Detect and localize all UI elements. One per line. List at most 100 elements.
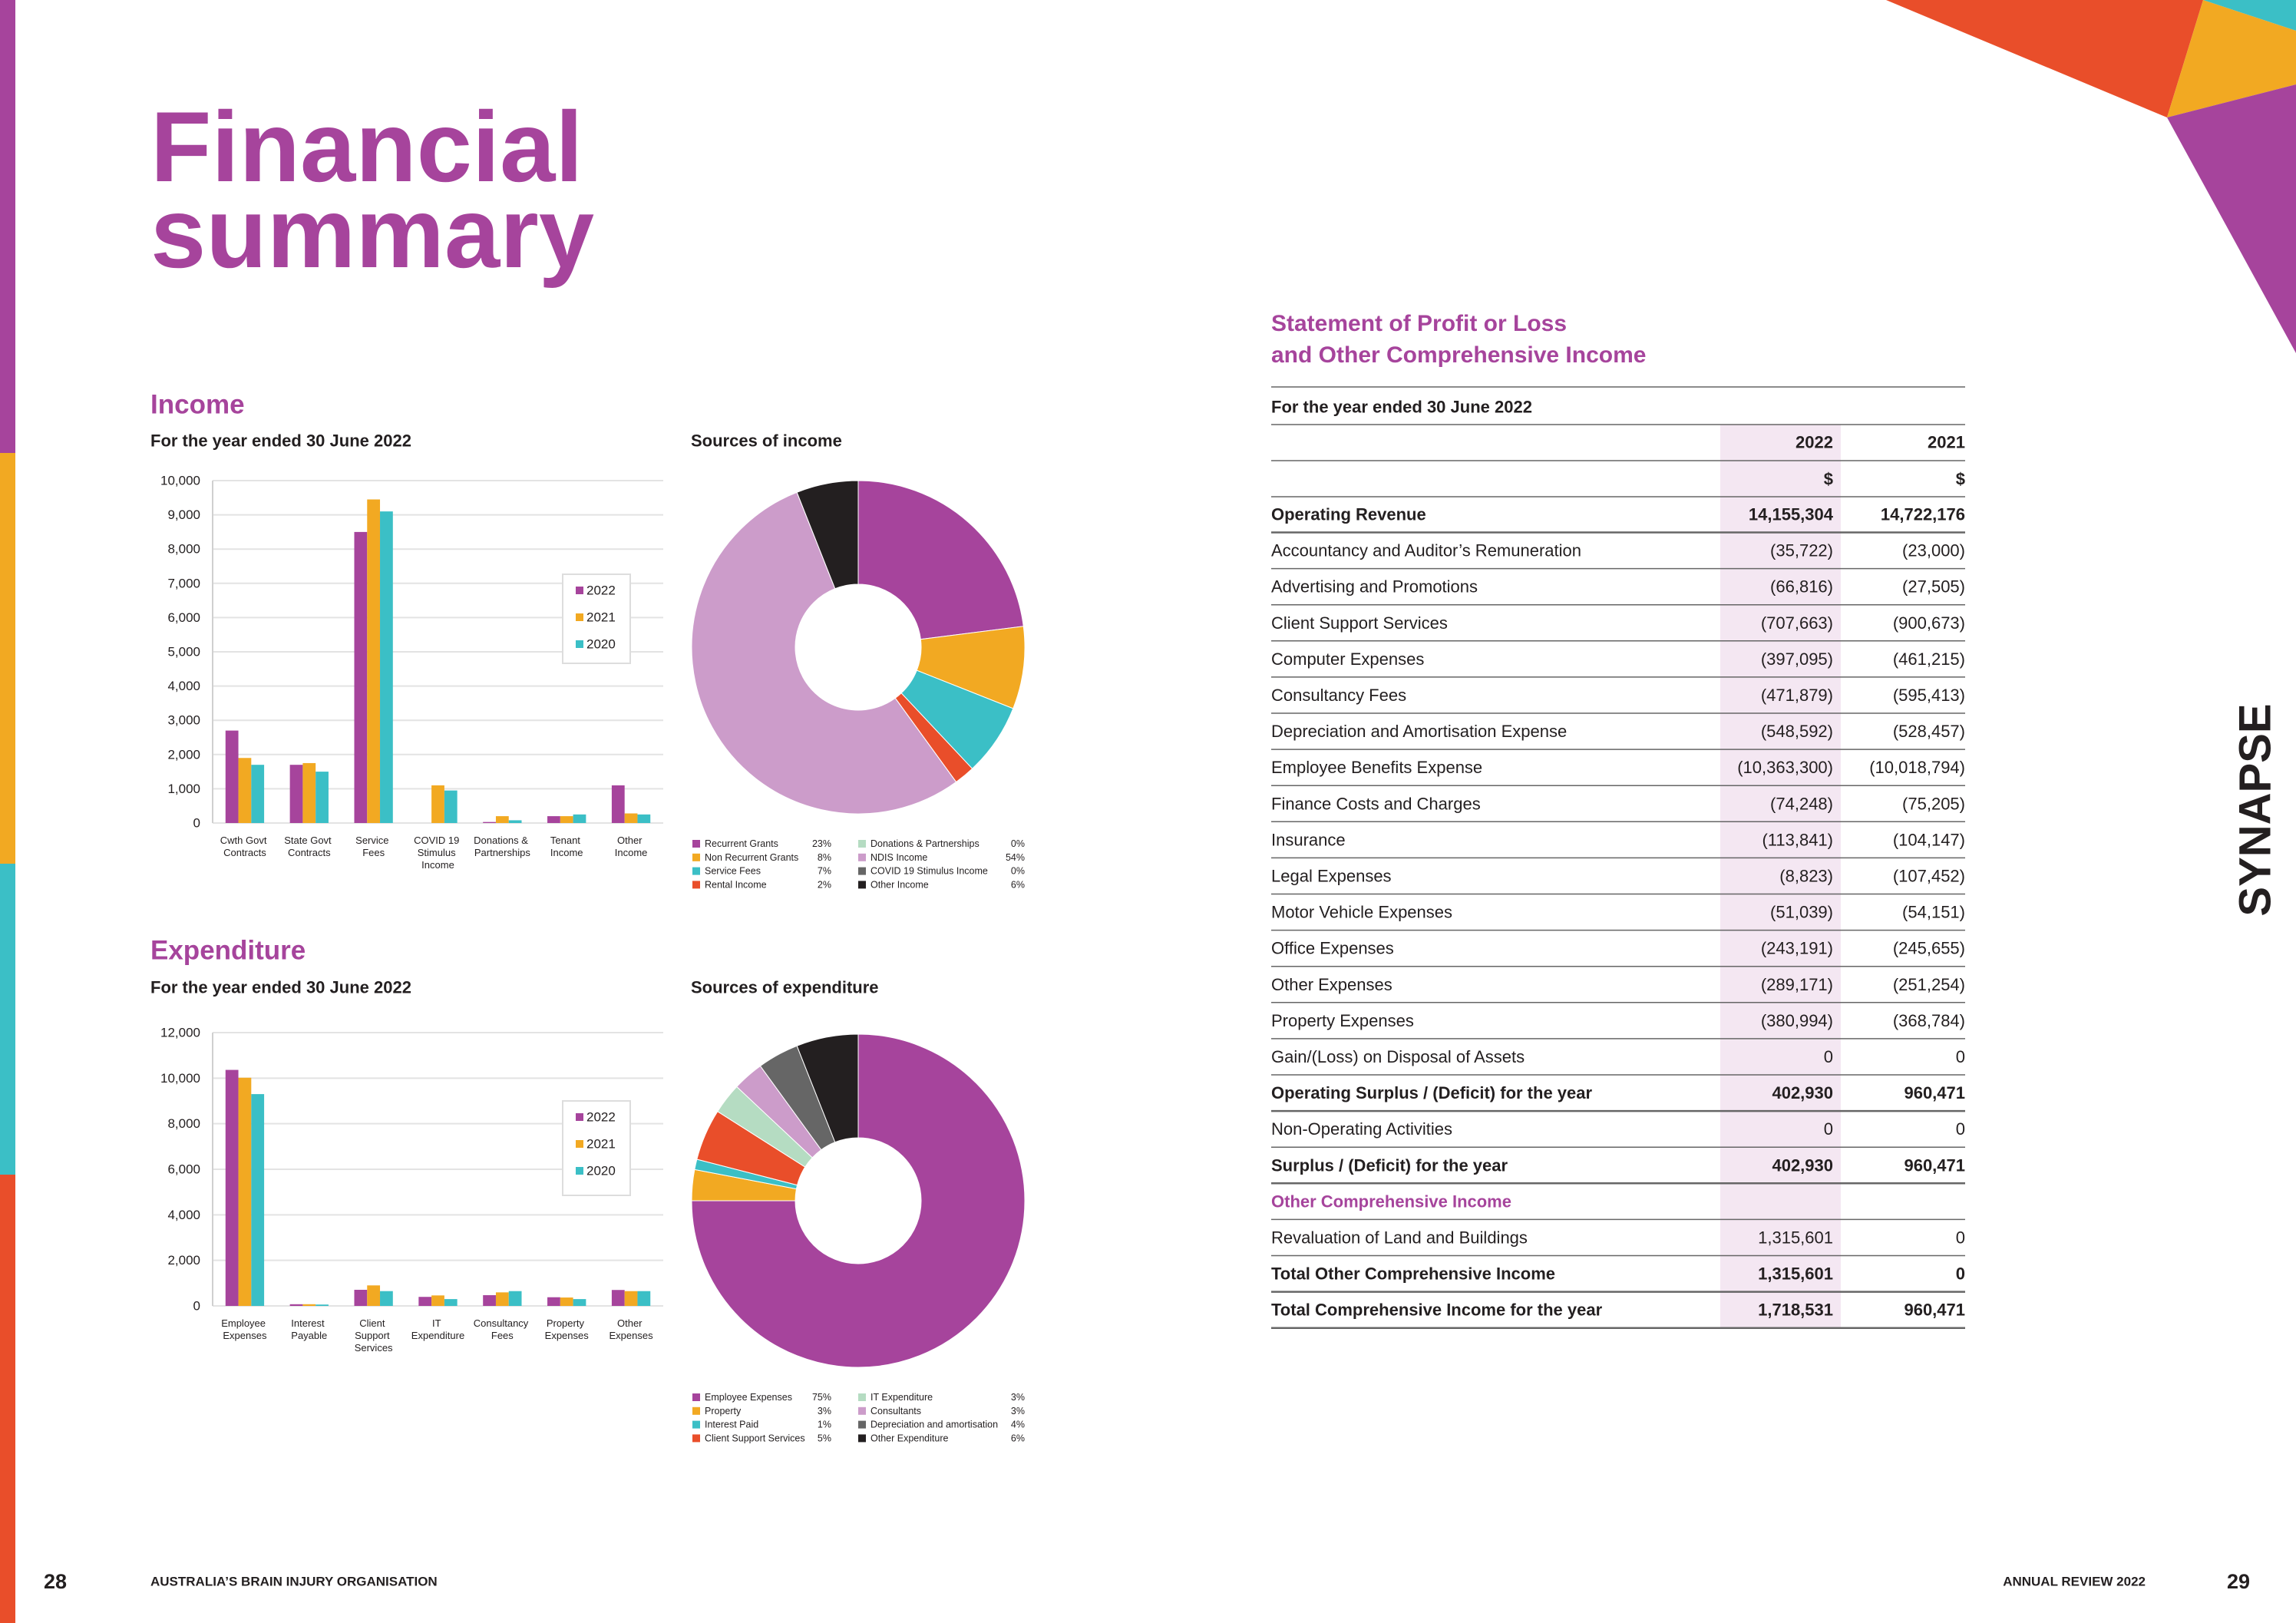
cell-value: (54,151) [1902,903,1965,922]
side-stripe [0,0,15,453]
cell-value: 1,315,601 [1758,1264,1833,1284]
pie-slice [796,480,859,590]
legend-label: Rental Income [705,879,767,890]
y-tick-label: 8,000 [167,542,200,557]
bar [251,765,265,823]
bar [238,1077,252,1306]
bar [289,765,303,823]
side-stripe [0,453,15,864]
cell-value: (471,879) [1761,686,1833,705]
cell-value: 402,930 [1772,1155,1833,1175]
legend-label: Service Fees [705,866,761,877]
legend-swatch [576,640,583,648]
cell-value: 1,315,601 [1758,1228,1833,1248]
legend-swatch [692,853,700,861]
legend-label: Donations & Partnerships [870,838,980,849]
cell-value: (35,722) [1770,541,1833,560]
bar [508,1291,522,1306]
column-unit: $ [1824,470,1833,489]
y-tick-label: 6,000 [167,1162,200,1177]
brand: SYNAPSE [2231,703,2281,916]
chart-title: Sources of expenditure [691,978,879,997]
cell-value: 0 [1956,1228,1965,1248]
y-tick-label: 7,000 [167,576,200,590]
legend-swatch [692,867,700,875]
y-tick-label: 4,000 [167,679,200,693]
cell-value: 0 [1956,1047,1965,1066]
row-label: Computer Expenses [1271,650,1424,669]
bar [573,1299,586,1306]
bar [495,1292,509,1306]
page-number: 28 [44,1570,67,1593]
legend-label: 2022 [586,583,616,598]
footer-text: ANNUAL REVIEW 2022 [2003,1575,2146,1589]
row-label: Revaluation of Land and Buildings [1271,1228,1528,1248]
cell-value: (245,655) [1893,939,1965,958]
row-label: Other Comprehensive Income [1271,1192,1511,1211]
bar [289,1304,303,1306]
pie-slice [691,491,957,815]
column-header: 2021 [1928,433,1965,452]
bar [483,1294,496,1306]
cell-value: (75,205) [1902,794,1965,813]
cell-value: (104,147) [1893,830,1965,849]
cell-value: (10,363,300) [1737,758,1833,777]
row-label: Non-Operating Activities [1271,1119,1452,1139]
chart-title: For the year ended 30 June 2022 [150,431,411,451]
row-label: Motor Vehicle Expenses [1271,903,1452,922]
section-heading: Expenditure [150,936,306,966]
row-label: Other Expenses [1271,975,1392,994]
bar [637,1291,651,1306]
cell-value: (51,039) [1770,903,1833,922]
legend-swatch [692,881,700,889]
cell-value: (107,452) [1893,867,1965,886]
legend-value: 8% [818,852,831,863]
legend-swatch [576,613,583,621]
cell-value: (397,095) [1761,650,1833,669]
bar [315,1304,329,1306]
bar [547,1297,560,1306]
x-tick-label: Cwth Govt Contracts [220,835,269,858]
cell-value: 960,471 [1904,1083,1965,1102]
cell-value: 960,471 [1904,1155,1965,1175]
row-label: Insurance [1271,830,1346,849]
row-label: Operating Revenue [1271,505,1426,524]
row-label: Client Support Services [1271,613,1448,633]
bar [611,785,625,823]
y-tick-label: 2,000 [167,747,200,762]
legend-swatch [692,1393,700,1401]
y-tick-label: 0 [193,1299,200,1314]
decor-triangle [2167,0,2296,117]
row-label: Employee Benefits Expense [1271,758,1482,777]
legend-swatch [576,1113,583,1121]
bar [444,1299,458,1306]
legend-label: Employee Expenses [705,1392,792,1403]
row-label: Property Expenses [1271,1011,1414,1030]
y-tick-label: 5,000 [167,645,200,659]
legend-swatch [858,1420,866,1429]
cell-value: (10,018,794) [1869,758,1965,777]
cell-value: (74,248) [1770,794,1833,813]
bar [547,816,560,823]
cell-value: 0 [1956,1264,1965,1284]
x-tick-label: Donations & Partnerships [474,835,530,858]
legend-value: 0% [1011,866,1025,877]
bar [354,1289,368,1306]
legend-value: 3% [818,1406,831,1416]
bar [354,531,368,823]
x-tick-label: Interest Payable [291,1317,327,1341]
section-heading: Income [150,390,245,420]
y-tick-label: 3,000 [167,713,200,728]
bar [611,1290,625,1306]
legend-box [562,1100,631,1196]
bar [624,1291,638,1306]
side-stripe [0,1175,15,1623]
bar [418,1297,432,1306]
legend-value: 3% [1011,1406,1025,1416]
bar [238,758,252,823]
x-tick-label: Service Fees [355,835,391,858]
bar [431,1295,444,1306]
bar [444,790,458,823]
bar [637,814,651,823]
x-tick-label: Tenant Income [550,835,583,858]
